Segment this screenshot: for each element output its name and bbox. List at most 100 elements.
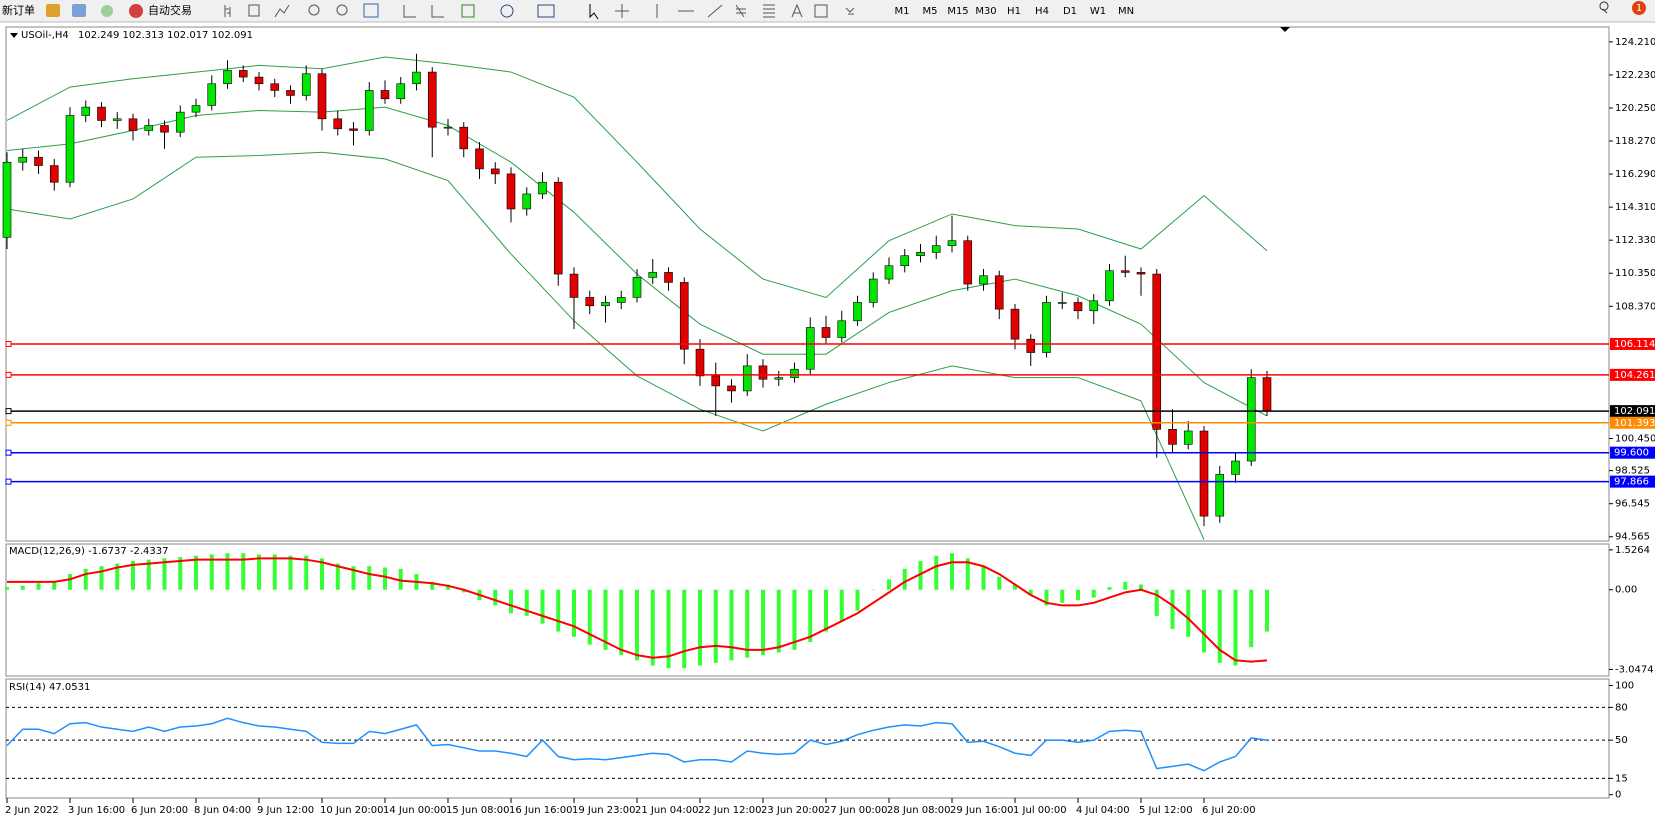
x-tick-label: 9 Jun 12:00	[257, 805, 314, 816]
candle-body	[286, 90, 295, 96]
candle-body	[742, 365, 752, 392]
x-tick-label: 2 Jun 2022	[5, 805, 59, 816]
candle-body	[601, 302, 610, 307]
timeframe-button[interactable]: H1	[1007, 6, 1021, 17]
candle-body	[396, 83, 406, 100]
line-anchor	[5, 340, 12, 347]
macd-bar	[225, 553, 230, 590]
menu-marker	[10, 33, 18, 38]
timeframe-button[interactable]: M15	[947, 6, 968, 17]
zoom-out[interactable]	[336, 4, 348, 16]
timeframe-button[interactable]: MN	[1118, 6, 1134, 17]
macd-bar	[729, 589, 734, 661]
candle-body	[711, 375, 721, 387]
y-tick-label: 96.545	[1615, 499, 1650, 510]
icon[interactable]	[46, 4, 60, 17]
macd-bar	[383, 567, 387, 590]
candle-body	[947, 240, 957, 246]
text-tool[interactable]	[791, 3, 803, 18]
macd-bar	[556, 589, 561, 632]
candle-body	[490, 168, 500, 175]
timeframe-button[interactable]: H4	[1035, 6, 1049, 17]
auto-trading-icon[interactable]	[129, 4, 143, 18]
macd-bar	[1013, 584, 1017, 590]
timeframe-button[interactable]: M5	[923, 6, 938, 17]
candle-body	[443, 126, 453, 129]
macd-bar	[304, 555, 309, 590]
macd-bar	[1202, 589, 1206, 653]
price-label: 102.091	[1614, 406, 1655, 417]
candle-body	[49, 165, 59, 183]
x-tick-label: 19 Jun 23:00	[572, 805, 636, 816]
search[interactable]	[1599, 1, 1609, 14]
timeframe-button[interactable]: D1	[1063, 6, 1077, 17]
icon[interactable]	[363, 3, 379, 18]
timeframe-button[interactable]: M30	[975, 6, 996, 17]
icon[interactable]	[500, 4, 514, 18]
price-label-box	[1610, 337, 1655, 350]
crosshair-tool[interactable]	[615, 4, 629, 18]
candle-body	[254, 76, 264, 85]
macd-bar	[950, 553, 954, 590]
y-tick-label: -3.0474	[1615, 664, 1654, 675]
candle-body	[349, 128, 358, 131]
macd-bar	[1217, 589, 1222, 663]
icon[interactable]	[461, 4, 475, 18]
candle-body	[81, 106, 91, 116]
timeframe-button[interactable]: W1	[1090, 6, 1106, 17]
auto-trading-button[interactable]: 自动交易	[148, 3, 192, 17]
candle-body	[963, 240, 973, 285]
macd-bar	[241, 553, 246, 590]
toolbar-icons	[224, 3, 855, 20]
fibo-tool[interactable]	[763, 4, 775, 18]
arrow-tool[interactable]	[845, 7, 855, 15]
macd-signal	[7, 557, 1268, 663]
macd-bar	[603, 589, 608, 650]
icon[interactable]	[537, 4, 555, 18]
icon[interactable]	[274, 4, 290, 18]
macd-bar	[824, 589, 828, 632]
candle-body	[805, 327, 815, 370]
macd-bar	[52, 581, 57, 590]
macd-bar	[1170, 589, 1175, 629]
macd-bar	[997, 576, 1002, 590]
y-tick-label: 98.525	[1615, 466, 1650, 477]
candle-body	[2, 161, 12, 238]
icon[interactable]	[224, 5, 231, 17]
icon[interactable]	[72, 4, 86, 17]
candle-body	[317, 73, 327, 120]
macd-panel	[5, 543, 1610, 677]
candle-body	[569, 273, 579, 298]
trend-tool[interactable]	[707, 4, 723, 18]
x-tick-label: 22 Jun 12:00	[698, 805, 762, 816]
icon[interactable]	[248, 4, 260, 17]
channel-tool[interactable]	[735, 4, 746, 18]
x-tick-label: 1 Jul 00:00	[1013, 805, 1067, 816]
candle-body	[994, 275, 1004, 310]
candle-body	[427, 71, 437, 128]
label-tool[interactable]	[814, 4, 828, 18]
cursor-tool[interactable]	[589, 4, 599, 20]
notification-badge[interactable]	[1632, 1, 1646, 15]
zoom-in[interactable]	[308, 4, 320, 16]
candle-body	[616, 297, 626, 303]
icon[interactable]	[403, 5, 416, 18]
macd-bar	[619, 589, 624, 656]
y-tick-label: 120.250	[1615, 103, 1655, 114]
bollinger-upper	[6, 56, 1268, 298]
candle-body	[1120, 270, 1130, 273]
new-order-button[interactable]: 新订单	[2, 3, 35, 17]
candle-body	[916, 252, 925, 257]
price-label: 99.600	[1614, 448, 1649, 459]
icon[interactable]	[431, 5, 444, 18]
timeframe-button[interactable]: M1	[895, 6, 910, 17]
candle-body	[144, 125, 154, 131]
line-anchor	[5, 408, 12, 415]
candle-body	[695, 348, 705, 377]
candle-body	[522, 193, 532, 210]
icon[interactable]	[101, 5, 113, 17]
macd-bar	[776, 589, 781, 653]
macd-bar	[20, 585, 25, 590]
